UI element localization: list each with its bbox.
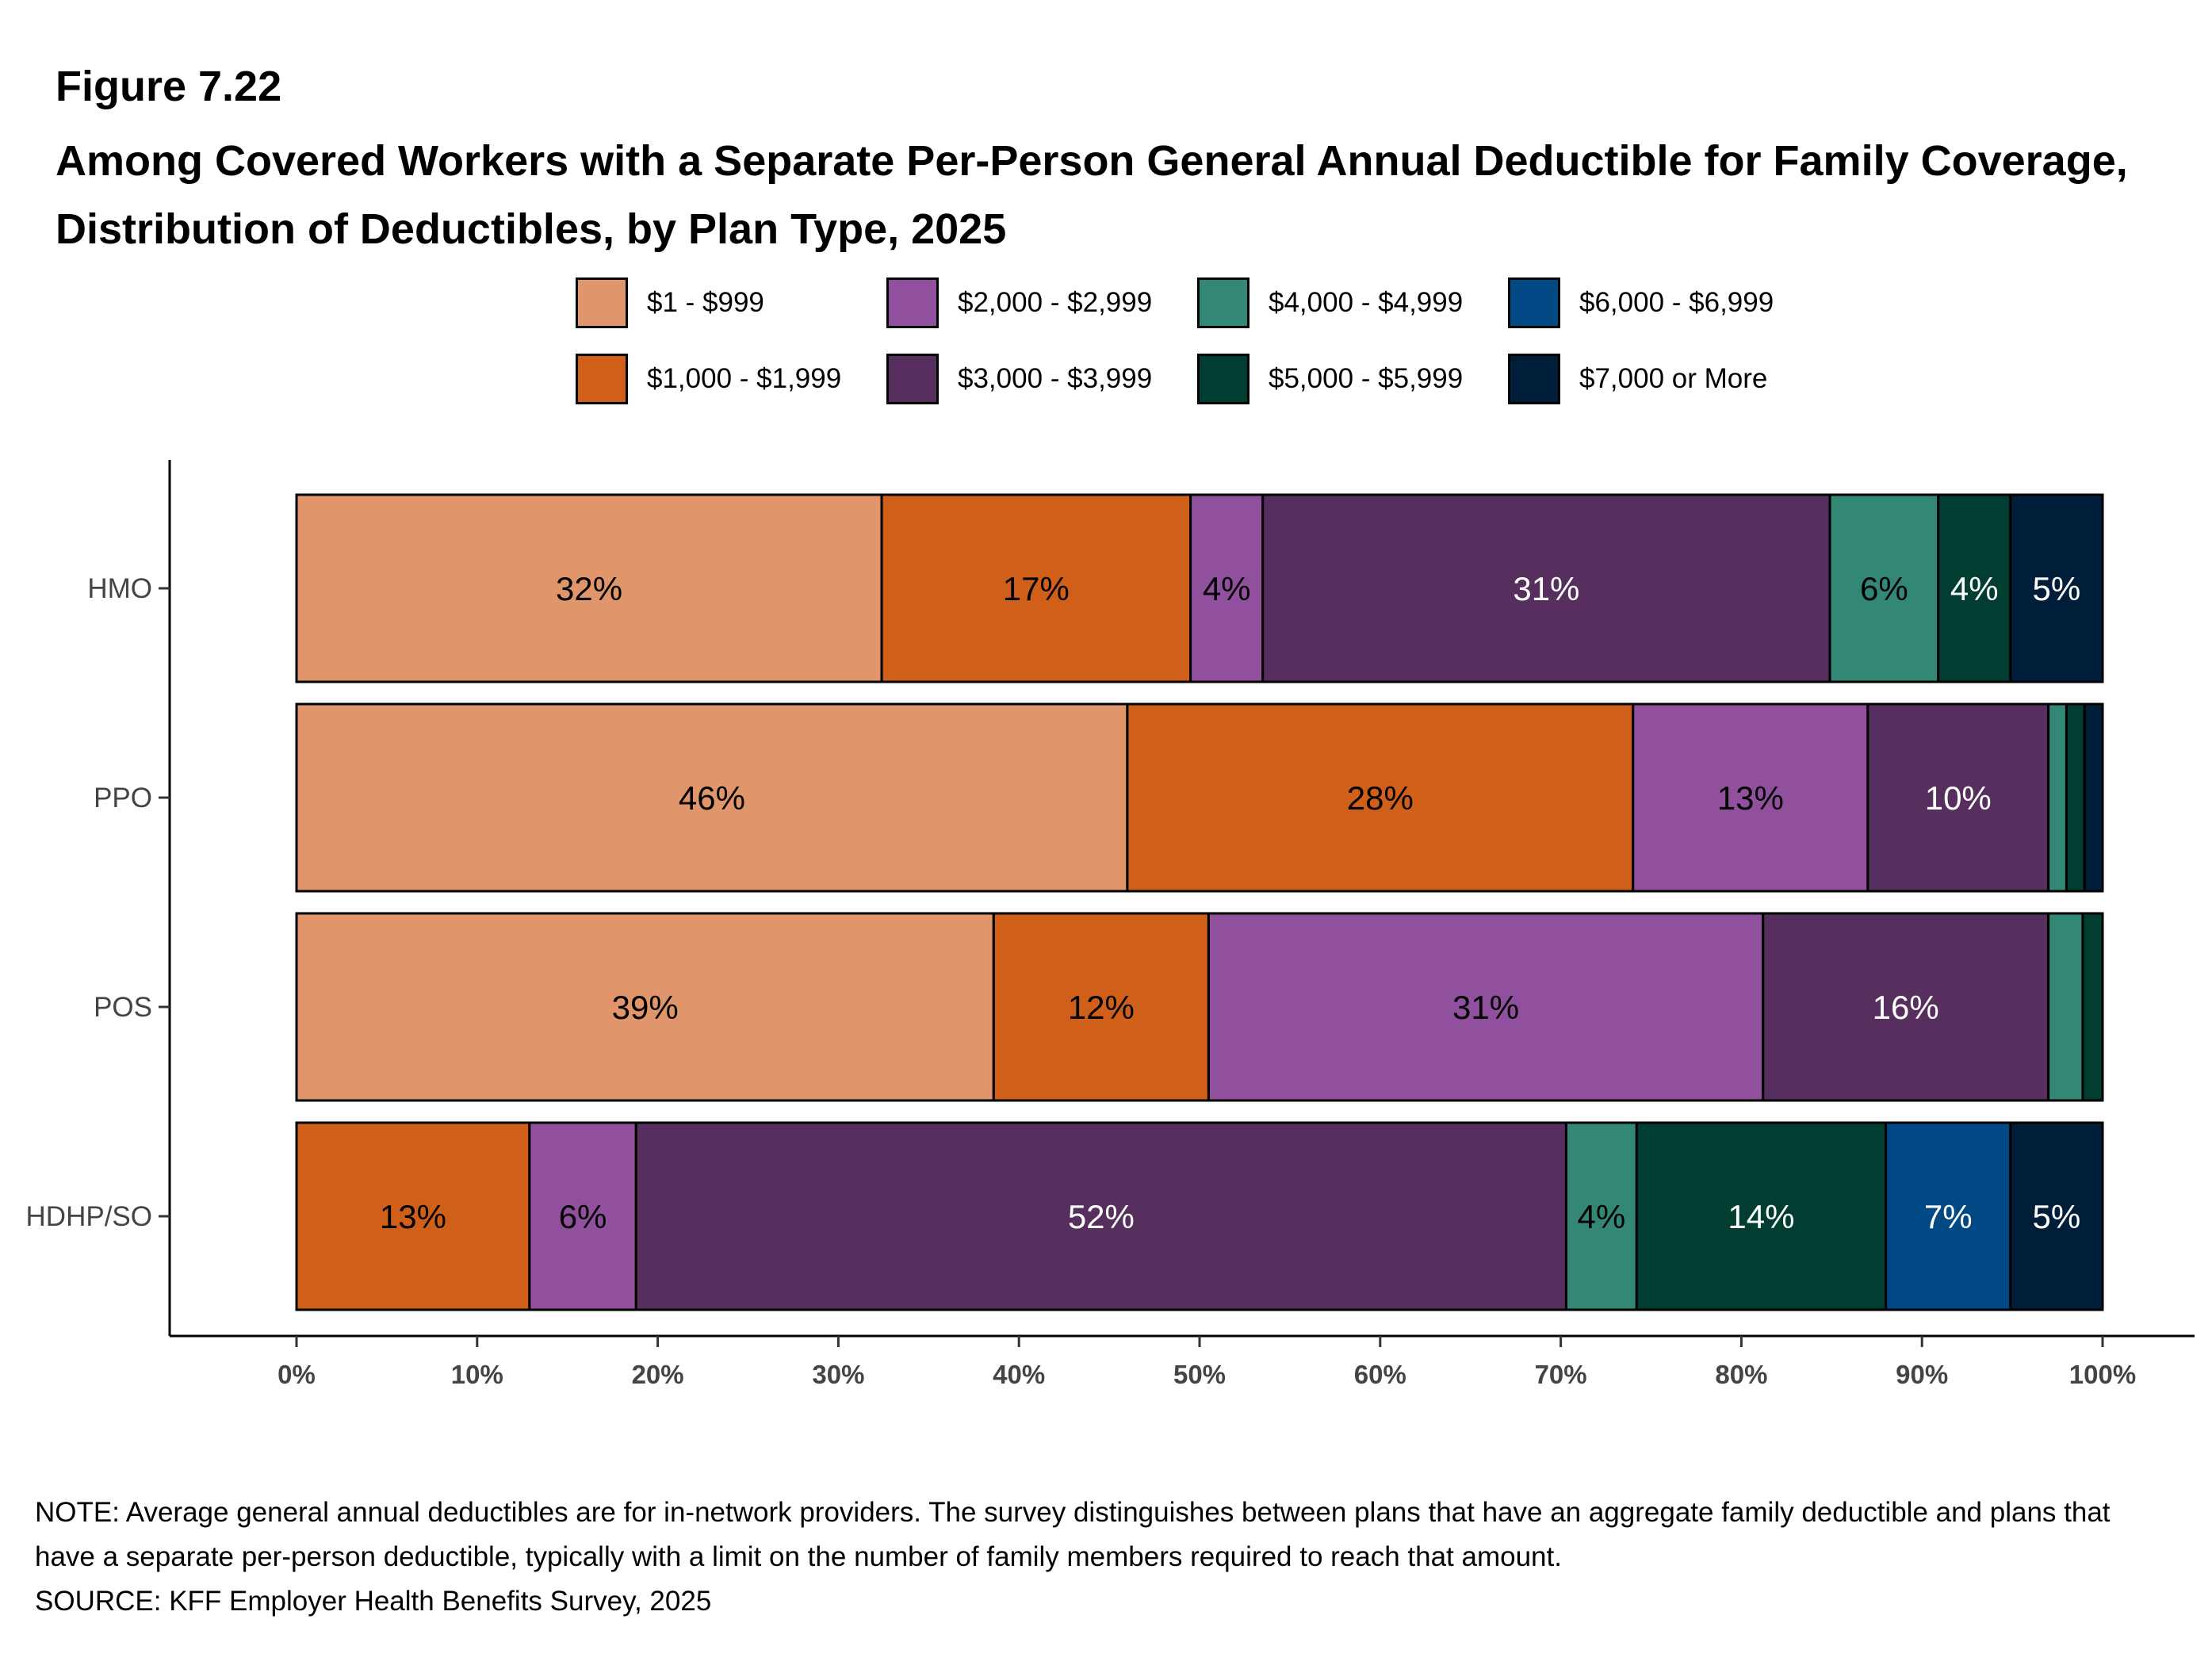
- y-tick-label: POS: [94, 992, 152, 1023]
- data-label: 17%: [1003, 570, 1070, 607]
- bar-segment: [1207, 912, 1765, 1102]
- legend-label: $1 - $999: [647, 287, 764, 318]
- x-tick-label: 60%: [1354, 1360, 1406, 1389]
- y-tick-label: HDHP/SO: [26, 1201, 152, 1232]
- x-tick-label: 10%: [451, 1360, 503, 1389]
- bar-segment: [992, 912, 1210, 1102]
- data-label: 46%: [679, 779, 745, 817]
- legend-item-0: $1 - $999: [576, 276, 764, 330]
- legend-label: $5,000 - $5,999: [1269, 363, 1464, 394]
- bar-segment: [1564, 1121, 1638, 1311]
- chart-title: Among Covered Workers with a Separate Pe…: [55, 137, 2128, 253]
- legend-item-5: $5,000 - $5,999: [1197, 352, 1463, 406]
- legend-swatch: [1197, 278, 1250, 328]
- bar-segment: [1866, 702, 2050, 893]
- chart-footer: NOTE: Average general annual deductibles…: [35, 1491, 2176, 1624]
- bar-segment: [2009, 493, 2104, 683]
- x-tick-label: 40%: [993, 1360, 1045, 1389]
- legend-item-1: $1,000 - $1,999: [576, 352, 841, 406]
- data-label: 5%: [2033, 1198, 2081, 1235]
- legend-swatch: [576, 354, 628, 404]
- bar-segment: [2047, 912, 2084, 1102]
- data-label: 6%: [559, 1198, 607, 1235]
- x-tick-label: 20%: [632, 1360, 684, 1389]
- bar-segment: [2047, 702, 2068, 893]
- x-tick-label: 90%: [1896, 1360, 1948, 1389]
- bar-segment: [1762, 912, 2050, 1102]
- data-label: 28%: [1347, 779, 1414, 817]
- data-label: 32%: [556, 570, 622, 607]
- data-label: 14%: [1728, 1198, 1794, 1235]
- footer-source: SOURCE: KFF Employer Health Benefits Sur…: [35, 1586, 712, 1617]
- stacked-bar-chart: 0% 10% 20% 30% 40% 50% 60% 70% 80% 90% 100% HMO 32% 1…: [26, 460, 2195, 1389]
- y-tick-label: PPO: [94, 783, 152, 813]
- bar-segment: [2083, 702, 2104, 893]
- x-tick-label: 80%: [1715, 1360, 1767, 1389]
- footer-note: NOTE: Average general annual deductibles…: [35, 1497, 2111, 1572]
- chart-legend: $1 - $999 $1,000 - $1,999 $2,000 - $2,999 $…: [576, 276, 1844, 419]
- bar-segment: [1632, 702, 1869, 893]
- bar-segment: [1126, 702, 1635, 893]
- legend-item-6: $6,000 - $6,999: [1508, 276, 1774, 330]
- legend-label: $3,000 - $3,999: [958, 363, 1153, 394]
- legend-label: $4,000 - $4,999: [1269, 287, 1464, 318]
- legend-swatch: [1508, 278, 1560, 328]
- x-tick-label: 0%: [277, 1360, 316, 1389]
- bar-segment: [1885, 1121, 2012, 1311]
- bar-segment: [295, 912, 995, 1102]
- data-label: 7%: [1924, 1198, 1973, 1235]
- figure-label: Figure 7.22: [55, 63, 282, 110]
- data-label: 31%: [1452, 989, 1519, 1026]
- legend-swatch: [1508, 354, 1560, 404]
- legend-label: $2,000 - $2,999: [958, 287, 1153, 318]
- legend-swatch: [1197, 354, 1250, 404]
- data-label: 39%: [612, 989, 679, 1026]
- bar-segment: [2081, 912, 2104, 1102]
- legend-item-4: $4,000 - $4,999: [1197, 276, 1463, 330]
- data-label: 13%: [1717, 779, 1784, 817]
- legend-item-7: $7,000 or More: [1508, 352, 1767, 406]
- data-label: 16%: [1873, 989, 1939, 1026]
- data-label: 4%: [1950, 570, 1999, 607]
- bar-segment: [2009, 1121, 2104, 1311]
- x-tick-label: 100%: [2069, 1360, 2136, 1389]
- x-tick-label: 50%: [1173, 1360, 1226, 1389]
- data-label: 6%: [1860, 570, 1908, 607]
- legend-item-3: $3,000 - $3,999: [886, 352, 1152, 406]
- legend-item-2: $2,000 - $2,999: [886, 276, 1152, 330]
- bar-segment: [1937, 493, 2012, 683]
- data-label: 10%: [1925, 779, 1992, 817]
- x-tick-label: 30%: [812, 1360, 864, 1389]
- data-label: 52%: [1068, 1198, 1135, 1235]
- legend-swatch: [576, 278, 628, 328]
- bar-segment: [1635, 1121, 1888, 1311]
- bar-segment: [295, 702, 1129, 893]
- data-label: 31%: [1513, 570, 1579, 607]
- x-tick-label: 70%: [1535, 1360, 1587, 1389]
- legend-label: $1,000 - $1,999: [647, 363, 842, 394]
- data-label: 12%: [1068, 989, 1135, 1026]
- y-tick-label: HMO: [87, 573, 152, 604]
- data-label: 13%: [380, 1198, 446, 1235]
- legend-swatch: [886, 354, 939, 404]
- bar-segment: [634, 1121, 1567, 1311]
- legend-swatch: [886, 278, 939, 328]
- bar-segment: [528, 1121, 637, 1311]
- legend-label: $6,000 - $6,999: [1579, 287, 1774, 318]
- legend-label: $7,000 or More: [1579, 363, 1768, 394]
- data-label: 4%: [1578, 1198, 1626, 1235]
- bar-segment: [295, 1121, 531, 1311]
- bar-segment: [2065, 702, 2086, 893]
- data-label: 5%: [2033, 570, 2081, 607]
- bar-segment: [1189, 493, 1265, 683]
- data-label: 4%: [1203, 570, 1251, 607]
